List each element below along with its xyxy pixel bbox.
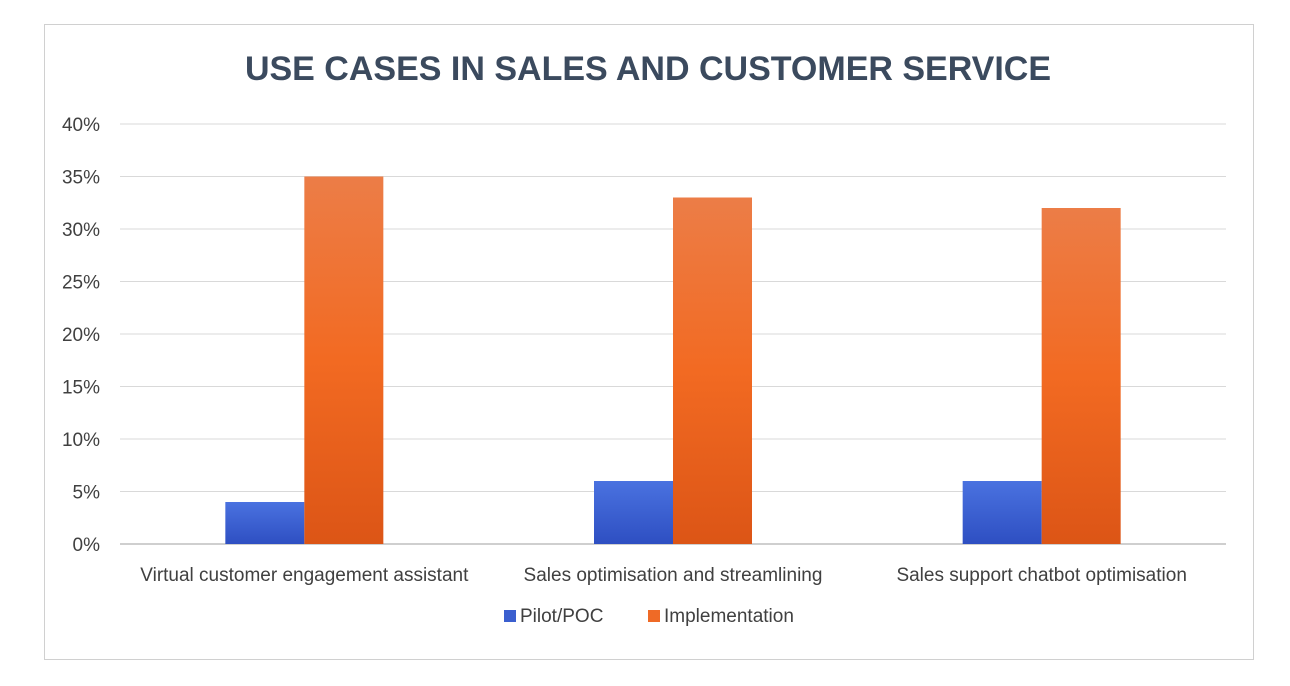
y-tick-label: 5% (73, 483, 101, 504)
y-tick-label: 25% (62, 273, 100, 294)
x-category-label: Sales support chatbot optimisation (896, 565, 1186, 586)
y-tick-label: 20% (62, 325, 100, 346)
y-tick-label: 30% (62, 220, 100, 241)
y-tick-label: 0% (73, 535, 101, 556)
bar-pilot-poc-2 (594, 481, 673, 544)
y-tick-label: 40% (62, 115, 100, 136)
y-axis-ticks: 0% 5% 10% 15% 20% 25% 30% 35% 40% (62, 115, 100, 556)
bar-implementation-2 (673, 197, 752, 544)
chart-title: USE CASES IN SALES AND CUSTOMER SERVICE (245, 50, 1051, 88)
bar-pilot-poc-3 (962, 481, 1042, 544)
legend-swatch (648, 610, 660, 622)
bar-pilot-poc-1 (225, 502, 305, 544)
y-tick-label: 35% (62, 168, 100, 189)
y-tick-label: 10% (62, 430, 100, 451)
legend-label: Pilot/POC (520, 606, 603, 627)
legend-label: Implementation (664, 606, 794, 627)
bars (225, 176, 1121, 544)
bar-implementation-3 (1041, 208, 1121, 544)
x-category-label: Sales optimisation and streamlining (524, 565, 823, 586)
bar-implementation-1 (304, 176, 384, 544)
y-tick-label: 15% (62, 378, 100, 399)
legend-swatch (504, 610, 516, 622)
legend: Pilot/POC Implementation (504, 606, 794, 627)
x-category-label: Virtual customer engagement assistant (140, 565, 469, 586)
x-axis-categories: Virtual customer engagement assistant Sal… (140, 565, 1187, 586)
